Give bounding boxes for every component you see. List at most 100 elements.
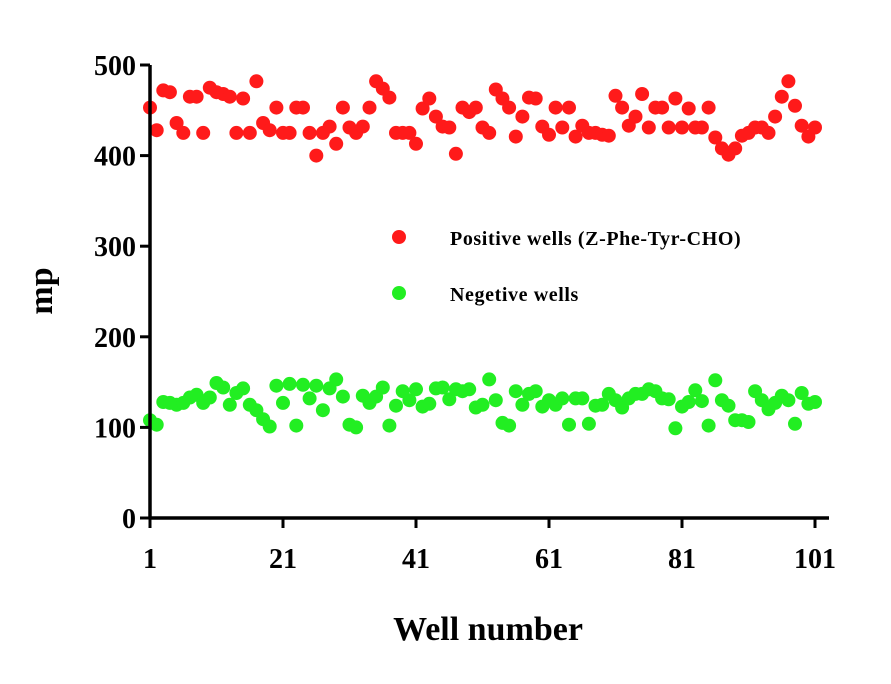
negative-well-point (269, 378, 284, 393)
positive-well-point (655, 100, 670, 115)
negative-well-point (375, 380, 390, 395)
negative-well-point (661, 392, 676, 407)
y-axis-ticks: 0 100 200 300 400 500 (94, 51, 150, 535)
positive-well-point (269, 100, 284, 115)
negative-well-point (515, 397, 530, 412)
positive-well-point (555, 120, 570, 135)
positive-well-point (262, 123, 277, 138)
positive-well-point (448, 146, 463, 161)
negative-well-point (202, 390, 217, 405)
x-tick-label: 61 (535, 544, 563, 575)
negative-well-point (276, 395, 290, 410)
positive-well-point (615, 100, 630, 115)
positive-well-point (169, 116, 184, 130)
negative-well-point (296, 377, 310, 392)
positive-well-point (176, 125, 191, 140)
negative-well-point (555, 391, 570, 406)
positive-well-point (694, 120, 709, 135)
positive-well-point (668, 91, 683, 106)
positive-well-point (528, 91, 543, 106)
positive-well-point (675, 120, 689, 135)
positive-well-point (468, 100, 483, 115)
positive-well-point (402, 125, 417, 140)
positive-well-point (309, 148, 324, 163)
positive-well-point (322, 119, 337, 134)
positive-well-point (428, 109, 443, 124)
x-tick-label: 81 (668, 544, 696, 575)
positive-well-point (382, 90, 397, 105)
negative-well-point (216, 380, 231, 395)
negative-well-point (482, 372, 497, 387)
positive-well-point (641, 120, 656, 135)
negative-well-point (808, 395, 822, 409)
legend-label-positive: Positive wells (Z-Phe-Tyr-CHO) (450, 228, 741, 250)
positive-well-point (229, 125, 244, 140)
x-tick-label: 1 (143, 544, 157, 575)
positive-well-point (149, 123, 164, 138)
positive-well-point (409, 136, 423, 151)
y-tick-label: 500 (94, 51, 136, 82)
negative-well-point (595, 397, 610, 412)
positive-well-point (761, 125, 776, 140)
negative-well-point (581, 416, 596, 431)
positive-well-point (774, 89, 789, 104)
negative-well-point (694, 394, 709, 409)
negative-well-point (502, 418, 517, 433)
positive-well-point (548, 100, 563, 115)
positive-well-point (162, 85, 177, 100)
positive-well-point (422, 91, 437, 106)
negative-well-point (309, 378, 324, 393)
negative-well-point (462, 382, 477, 397)
positive-well-point (708, 130, 723, 145)
negative-well-point (528, 384, 543, 399)
positive-well-point (542, 127, 556, 142)
x-tick-label: 21 (269, 544, 297, 575)
y-tick-label: 300 (94, 232, 136, 263)
positive-well-point (794, 118, 809, 133)
positive-well-point (681, 101, 696, 116)
positive-well-point (628, 109, 643, 124)
positive-well-point (562, 100, 576, 115)
negative-well-point (302, 391, 317, 406)
negative-well-point (701, 418, 716, 433)
negative-well-point (382, 418, 397, 433)
positive-well-point (196, 125, 211, 140)
positive-well-point (222, 89, 237, 104)
negative-well-point (409, 382, 423, 397)
negative-well-point (335, 389, 350, 404)
negative-well-point (329, 372, 344, 387)
negative-well-point (788, 416, 802, 431)
negative-well-point (435, 380, 450, 395)
positive-well-point (189, 89, 204, 104)
negative-well-point (389, 398, 403, 413)
negative-well-point (222, 397, 237, 412)
negative-well-point (289, 418, 304, 433)
positive-well-point (768, 109, 783, 124)
negative-well-point (562, 417, 576, 432)
positive-well-point (282, 125, 297, 140)
negative-well-point (575, 391, 590, 406)
negative-well-point (282, 376, 297, 391)
x-axis-title: Well number (393, 611, 583, 648)
positive-well-point (635, 87, 650, 101)
negative-well-point (442, 392, 457, 407)
positive-well-point (508, 129, 523, 144)
negative-well-point (794, 386, 809, 400)
positive-well-point (249, 74, 264, 89)
legend: Positive wells (Z-Phe-Tyr-CHO) Negetive … (392, 228, 741, 306)
positive-well-point (302, 125, 317, 140)
negative-well-point (315, 403, 330, 418)
positive-well-point (608, 88, 623, 103)
positive-well-point (335, 100, 350, 115)
negative-well-point (488, 393, 503, 408)
positive-well-point (515, 109, 530, 124)
positive-well-point (788, 98, 802, 113)
y-tick-label: 400 (94, 142, 136, 173)
positive-well-point (482, 125, 497, 140)
positive-well-point (442, 120, 457, 135)
negative-well-point (149, 417, 164, 432)
negative-well-point (236, 381, 251, 396)
data-points (143, 74, 822, 436)
negative-well-point (508, 384, 523, 399)
